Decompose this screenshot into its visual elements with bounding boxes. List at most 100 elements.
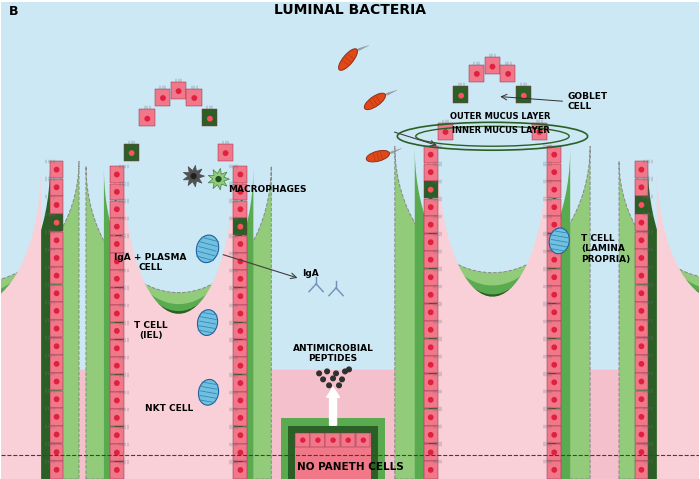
Bar <box>547 164 561 181</box>
Circle shape <box>55 468 59 472</box>
Bar <box>454 86 468 103</box>
Circle shape <box>115 329 119 333</box>
Bar <box>124 144 139 161</box>
Circle shape <box>327 383 331 388</box>
Circle shape <box>346 438 350 442</box>
Circle shape <box>552 152 557 157</box>
Bar <box>547 251 561 268</box>
Circle shape <box>639 415 643 419</box>
Circle shape <box>552 328 557 332</box>
Bar <box>635 426 648 443</box>
Circle shape <box>115 416 119 420</box>
Circle shape <box>55 220 59 225</box>
Bar <box>233 236 247 252</box>
Bar <box>50 302 63 319</box>
Text: IgA: IgA <box>302 269 318 278</box>
Bar <box>635 179 648 196</box>
Bar <box>50 196 63 214</box>
Bar <box>110 427 124 444</box>
Circle shape <box>552 240 557 244</box>
Bar <box>547 321 561 338</box>
Circle shape <box>316 438 320 442</box>
Bar <box>233 201 247 218</box>
Circle shape <box>238 468 243 472</box>
Bar <box>233 166 247 183</box>
Bar <box>233 375 247 392</box>
Bar <box>424 286 438 303</box>
Bar <box>635 267 648 284</box>
Circle shape <box>428 328 433 332</box>
Circle shape <box>639 308 643 313</box>
Text: INNER MUCUS LAYER: INNER MUCUS LAYER <box>452 126 550 135</box>
Text: ANTIMICROBIAL
PEPTIDES: ANTIMICROBIAL PEPTIDES <box>293 344 374 363</box>
Bar <box>635 250 648 267</box>
Circle shape <box>115 242 119 246</box>
Polygon shape <box>104 168 253 479</box>
Bar <box>635 302 648 319</box>
Bar <box>50 267 63 284</box>
Bar <box>531 123 547 139</box>
Circle shape <box>115 364 119 368</box>
Circle shape <box>238 450 243 455</box>
Bar <box>516 86 531 103</box>
Polygon shape <box>0 163 61 479</box>
Bar <box>424 391 438 409</box>
Circle shape <box>522 93 526 98</box>
Bar <box>233 340 247 357</box>
Polygon shape <box>0 161 79 479</box>
Text: GOBLET
CELL: GOBLET CELL <box>567 91 608 111</box>
Text: NKT CELL: NKT CELL <box>144 404 192 413</box>
Polygon shape <box>648 165 700 479</box>
Circle shape <box>337 383 342 388</box>
Bar <box>233 427 247 444</box>
Bar <box>547 356 561 374</box>
Circle shape <box>552 345 557 350</box>
Bar <box>50 444 63 461</box>
Bar <box>547 181 561 198</box>
Circle shape <box>115 190 119 194</box>
Circle shape <box>639 433 643 437</box>
Bar <box>233 444 247 461</box>
Circle shape <box>238 398 243 403</box>
Bar <box>155 89 170 106</box>
Circle shape <box>428 450 433 455</box>
Circle shape <box>552 205 557 209</box>
Circle shape <box>428 240 433 244</box>
Bar <box>424 251 438 268</box>
Bar <box>635 285 648 302</box>
Circle shape <box>55 203 59 207</box>
Circle shape <box>55 308 59 313</box>
Bar <box>110 357 124 374</box>
Circle shape <box>428 310 433 314</box>
Text: MACROPHAGES: MACROPHAGES <box>228 184 307 194</box>
Text: IgA + PLASMA
CELL: IgA + PLASMA CELL <box>115 253 187 273</box>
Bar <box>635 444 648 461</box>
Text: NO PANETH CELLS: NO PANETH CELLS <box>297 462 403 472</box>
Circle shape <box>639 397 643 401</box>
Circle shape <box>552 363 557 367</box>
Bar <box>469 65 484 81</box>
Bar <box>110 166 124 183</box>
Bar <box>547 304 561 321</box>
Bar <box>233 253 247 270</box>
Bar <box>356 433 370 447</box>
Ellipse shape <box>550 228 569 254</box>
Bar <box>635 214 648 231</box>
Bar <box>281 418 385 479</box>
Bar <box>110 201 124 218</box>
Circle shape <box>428 293 433 297</box>
Bar <box>50 232 63 249</box>
Ellipse shape <box>199 379 218 405</box>
Text: T CELL
(LAMINA
PROPRIA): T CELL (LAMINA PROPRIA) <box>581 234 631 264</box>
Circle shape <box>238 294 243 298</box>
Ellipse shape <box>339 49 358 70</box>
Circle shape <box>428 345 433 350</box>
Bar <box>110 392 124 409</box>
Bar <box>50 250 63 267</box>
Bar <box>50 320 63 337</box>
Bar <box>547 444 561 461</box>
Bar <box>233 392 247 409</box>
Circle shape <box>115 207 119 211</box>
Circle shape <box>238 225 243 229</box>
Circle shape <box>115 172 119 177</box>
